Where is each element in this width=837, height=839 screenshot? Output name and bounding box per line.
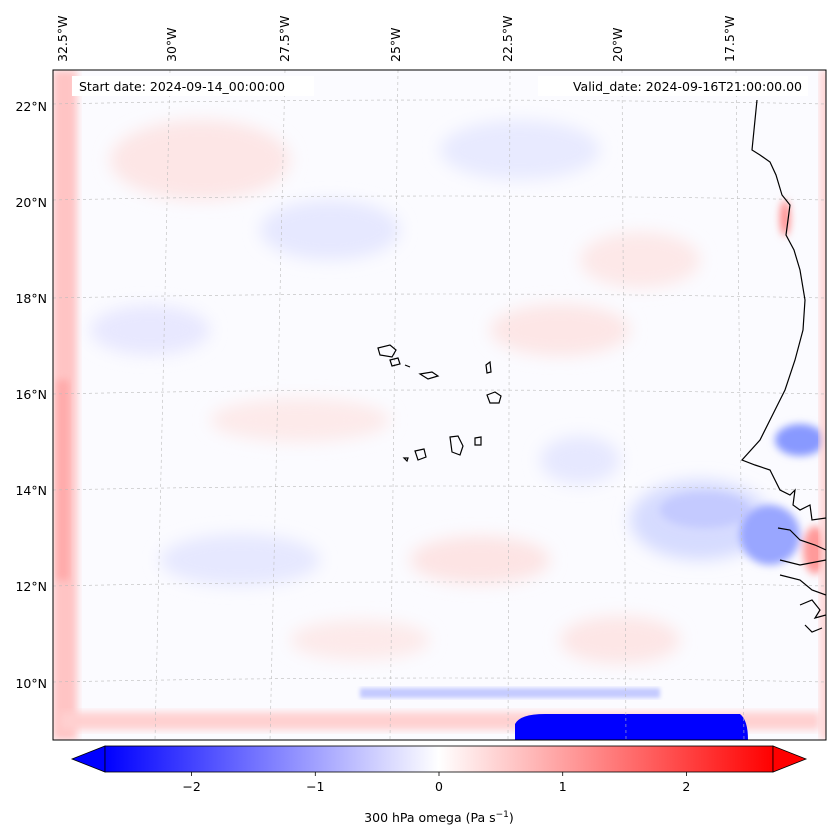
africa-coast	[740, 99, 826, 521]
colorbar: −2 −1 0 1 2 300 hPa omega (Pa s−1)	[70, 745, 808, 825]
colorbar-tick-label: −2	[182, 779, 200, 794]
lon-tick-label: 30°W	[164, 27, 179, 62]
map-frame	[52, 69, 827, 741]
lon-tick-label: 20°W	[610, 27, 625, 62]
lat-tick-labels: 22°N 20°N 18°N 16°N 14°N 12°N 10°N	[15, 99, 47, 691]
lat-tick-label: 14°N	[15, 483, 47, 498]
valid-date-box	[538, 76, 808, 96]
start-date-label: Start date: 2024-09-14_00:00:00	[79, 79, 285, 94]
strong-ascent-band	[515, 714, 748, 740]
valid-date-label: Valid_date: 2024-09-16T21:00:00.00	[573, 79, 802, 94]
lon-tick-labels: 32.5°W 30°W 27.5°W 25°W 22.5°W 20°W 17.5…	[55, 16, 737, 62]
lat-tick-label: 20°N	[15, 195, 47, 210]
lat-tick-label: 18°N	[15, 291, 47, 306]
colorbar-gradient	[104, 745, 774, 773]
colorbar-tick-label: 1	[559, 779, 567, 794]
colorbar-tick-label: 0	[435, 779, 443, 794]
omega-field	[53, 70, 826, 740]
lat-tick-label: 12°N	[15, 579, 47, 594]
start-date-box	[72, 76, 314, 96]
lon-tick-label: 17.5°W	[722, 16, 737, 62]
island-santiago	[449, 435, 464, 456]
colorbar-variable: 300 hPa omega	[364, 810, 461, 825]
lat-tick-label: 22°N	[15, 99, 47, 114]
island-boa-vista	[486, 391, 502, 404]
lat-tick-label: 10°N	[15, 676, 47, 691]
colorbar-tick-label: −1	[306, 779, 324, 794]
colorbar-tick-label: 2	[682, 779, 690, 794]
gridlines	[53, 70, 826, 740]
colorbar-extend-high	[772, 745, 808, 773]
lon-tick-label: 32.5°W	[55, 16, 70, 62]
colorbar-title: 300 hPa omega (Pa s−1)	[364, 810, 514, 825]
lat-tick-label: 16°N	[15, 387, 47, 402]
lon-tick-label: 25°W	[388, 27, 403, 62]
island-santo-antao	[377, 344, 397, 358]
colorbar-units-exponent: −1	[496, 810, 509, 820]
lon-tick-label: 27.5°W	[277, 16, 292, 62]
coastline	[377, 99, 826, 633]
colorbar-units: Pa s	[471, 810, 496, 825]
colorbar-ticks: −2 −1 0 1 2	[182, 772, 690, 794]
lon-tick-label: 22.5°W	[500, 16, 515, 62]
colorbar-extend-low	[70, 745, 106, 773]
